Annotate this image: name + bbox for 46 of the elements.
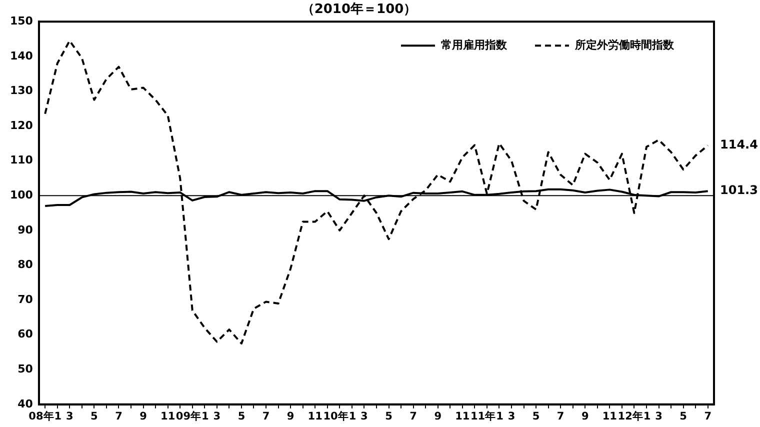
x-tick-label: 7 — [704, 410, 712, 422]
x-tick-label: 7 — [556, 410, 564, 422]
x-tick-label: 3 — [508, 410, 516, 422]
x-tick-label: 9 — [140, 410, 147, 422]
x-tick-label: 08年1 — [28, 409, 62, 422]
y-tick-label: 40 — [18, 397, 34, 410]
x-tick-label: 5 — [238, 410, 246, 422]
data-label: 101.3 — [720, 183, 758, 198]
legend-label: 所定外労働時間指数 — [574, 38, 675, 52]
legend-label: 常用雇用指数 — [441, 38, 508, 52]
x-tick-label: 7 — [410, 410, 417, 422]
y-tick-label: 100 — [10, 188, 34, 202]
x-tick-label: 10年1 — [323, 409, 356, 422]
x-tick-label: 9 — [581, 410, 589, 422]
y-tick-label: 130 — [10, 84, 34, 98]
y-tick-label: 70 — [18, 292, 34, 306]
x-tick-label: 11 — [160, 410, 176, 422]
x-tick-label: 11 — [602, 410, 617, 422]
x-tick-label: 3 — [66, 410, 74, 422]
x-tick-label: 11 — [455, 410, 470, 422]
x-tick-label: 7 — [262, 410, 270, 422]
y-tick-label: 150 — [10, 14, 34, 28]
chart-title: （2010年＝100） — [301, 2, 417, 18]
x-tick-label: 5 — [90, 410, 98, 422]
x-tick-label: 11年1 — [470, 409, 504, 422]
y-tick-label: 140 — [10, 49, 34, 62]
x-tick-label: 9 — [434, 410, 442, 422]
x-tick-label: 09年1 — [176, 409, 209, 422]
x-tick-label: 3 — [213, 410, 221, 422]
x-tick-label: 12年1 — [618, 409, 651, 422]
x-tick-label: 3 — [360, 410, 368, 422]
y-tick-label: 120 — [10, 118, 34, 132]
line-series — [44, 40, 709, 344]
y-tick-label: 50 — [18, 362, 34, 376]
x-tick-label: 7 — [115, 410, 122, 422]
x-tick-label: 11 — [308, 410, 322, 422]
data-label: 114.4 — [720, 138, 758, 152]
y-tick-label: 80 — [18, 258, 34, 272]
x-tick-label: 9 — [286, 410, 294, 422]
x-tick-label: 3 — [655, 410, 662, 422]
x-tick-label: 5 — [385, 410, 392, 422]
y-tick-label: 60 — [18, 328, 34, 341]
x-tick-label: 5 — [680, 410, 687, 422]
x-tick-label: 5 — [532, 410, 540, 422]
y-tick-label: 90 — [18, 223, 34, 236]
y-tick-label: 110 — [10, 154, 34, 167]
